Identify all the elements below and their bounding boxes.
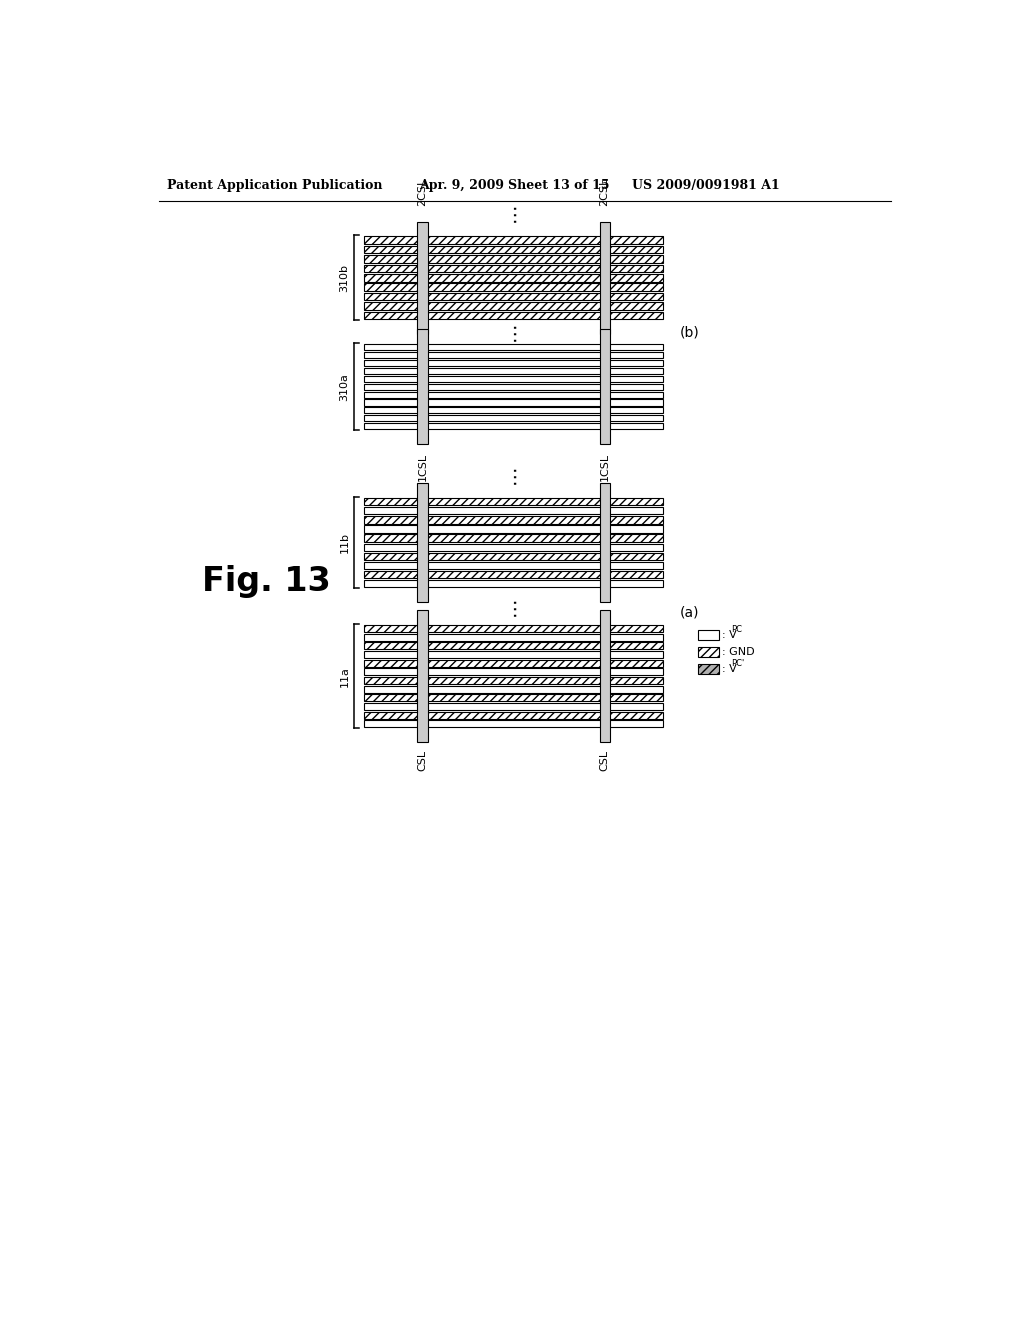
Bar [365, 360, 663, 366]
Bar [365, 424, 663, 429]
Text: ⋯: ⋯ [504, 322, 523, 342]
Bar [418, 610, 428, 742]
Bar [365, 416, 663, 421]
Text: : GND: : GND [722, 647, 755, 657]
Bar [365, 312, 663, 319]
Text: 310a: 310a [340, 372, 349, 401]
Bar [365, 246, 663, 253]
Text: 2CSL: 2CSL [418, 178, 427, 206]
Bar [365, 264, 663, 272]
Bar [365, 525, 663, 533]
Bar [365, 686, 663, 693]
Text: Patent Application Publication: Patent Application Publication [167, 178, 382, 191]
Bar [365, 721, 663, 727]
Bar [365, 704, 663, 710]
Text: PC: PC [731, 624, 742, 634]
Text: : V: : V [722, 664, 737, 675]
Bar [697, 631, 719, 640]
Bar [365, 392, 663, 397]
Text: 11a: 11a [340, 665, 349, 686]
Bar [365, 668, 663, 676]
Bar [365, 535, 663, 541]
Text: 11b: 11b [340, 532, 349, 553]
Bar [600, 330, 609, 444]
Bar [365, 651, 663, 657]
Text: US 2009/0091981 A1: US 2009/0091981 A1 [632, 178, 779, 191]
Bar [365, 677, 663, 684]
Text: CSL: CSL [418, 750, 427, 771]
Bar [365, 694, 663, 701]
Bar [418, 483, 428, 602]
Text: 1CSL: 1CSL [418, 453, 427, 482]
Bar [365, 570, 663, 578]
Text: ⋯: ⋯ [504, 597, 523, 616]
Bar [600, 483, 609, 602]
Bar [365, 408, 663, 413]
Bar [365, 634, 663, 640]
Bar [365, 302, 663, 310]
Bar [600, 222, 609, 334]
Text: (b): (b) [680, 326, 699, 339]
Text: : V: : V [722, 631, 737, 640]
Bar [365, 579, 663, 587]
Bar [697, 647, 719, 657]
Text: 1CSL: 1CSL [600, 453, 609, 482]
Bar [365, 236, 663, 244]
Bar [365, 352, 663, 358]
Bar [365, 400, 663, 405]
Bar [365, 293, 663, 301]
Text: ⋯: ⋯ [504, 202, 523, 222]
Bar [365, 255, 663, 263]
Bar [600, 610, 609, 742]
Text: 310b: 310b [340, 264, 349, 292]
Bar [365, 711, 663, 718]
Bar [365, 516, 663, 524]
Bar [365, 284, 663, 290]
Bar [418, 330, 428, 444]
Text: PC': PC' [731, 659, 744, 668]
Text: 2CSL: 2CSL [600, 178, 609, 206]
Bar [365, 376, 663, 381]
Text: Fig. 13: Fig. 13 [202, 565, 331, 598]
Text: ⋯: ⋯ [504, 465, 523, 484]
Bar [365, 507, 663, 515]
Text: (a): (a) [680, 606, 699, 619]
Bar [365, 544, 663, 550]
Bar [697, 664, 719, 675]
Bar [365, 345, 663, 350]
Bar [365, 562, 663, 569]
Bar [365, 643, 663, 649]
Bar [365, 498, 663, 506]
Bar [365, 368, 663, 374]
Text: Apr. 9, 2009: Apr. 9, 2009 [419, 178, 504, 191]
Text: Sheet 13 of 15: Sheet 13 of 15 [508, 178, 609, 191]
Bar [365, 626, 663, 632]
Bar [365, 553, 663, 560]
Bar [365, 660, 663, 667]
Bar [365, 275, 663, 281]
Bar [418, 222, 428, 334]
Bar [365, 384, 663, 389]
Text: CSL: CSL [600, 750, 609, 771]
